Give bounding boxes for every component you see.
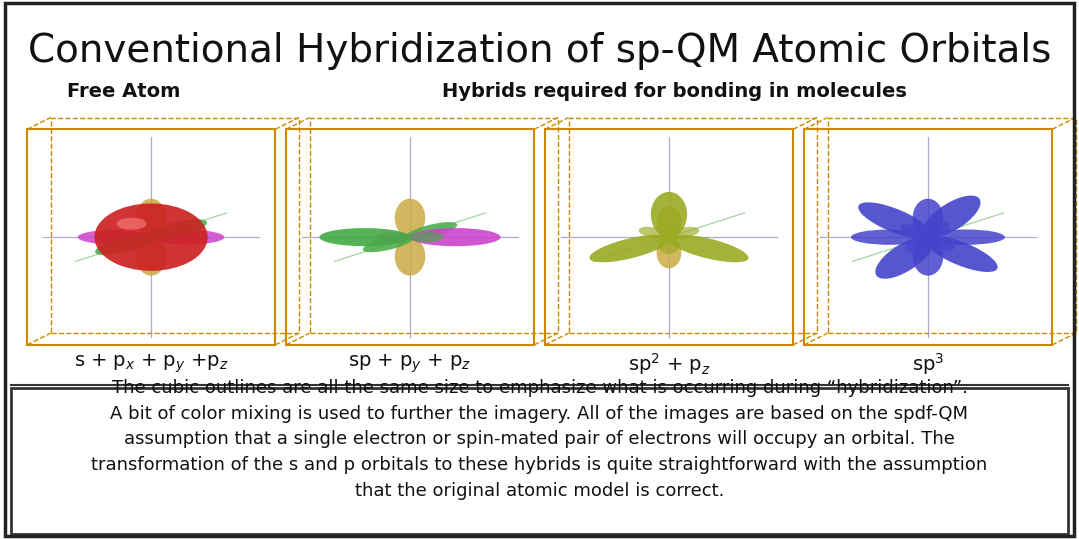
Ellipse shape: [95, 234, 156, 255]
Ellipse shape: [923, 196, 981, 238]
Ellipse shape: [375, 232, 410, 242]
Ellipse shape: [410, 228, 501, 246]
Text: Conventional Hybridization of sp-QM Atomic Orbitals: Conventional Hybridization of sp-QM Atom…: [28, 32, 1051, 71]
Ellipse shape: [928, 230, 1005, 245]
Ellipse shape: [117, 218, 147, 230]
Ellipse shape: [926, 236, 955, 251]
Ellipse shape: [136, 237, 166, 275]
Text: Free Atom: Free Atom: [67, 82, 181, 101]
Text: sp + p$_y$ + p$_z$: sp + p$_y$ + p$_z$: [349, 353, 472, 375]
Bar: [51, 118, 299, 333]
Ellipse shape: [924, 222, 950, 238]
Bar: [286, 129, 534, 345]
Ellipse shape: [657, 237, 681, 268]
Ellipse shape: [78, 230, 151, 244]
Bar: [310, 118, 558, 333]
Ellipse shape: [875, 237, 933, 279]
Ellipse shape: [668, 234, 749, 262]
Bar: [545, 129, 793, 345]
Bar: [11, 388, 1068, 534]
Ellipse shape: [151, 230, 224, 244]
Ellipse shape: [146, 219, 207, 240]
Ellipse shape: [858, 202, 930, 238]
Ellipse shape: [410, 232, 445, 242]
Ellipse shape: [851, 230, 928, 245]
Text: sp$^2$ + p$_z$: sp$^2$ + p$_z$: [628, 351, 710, 377]
Bar: [27, 129, 275, 345]
Ellipse shape: [589, 234, 670, 262]
Bar: [569, 118, 817, 333]
Ellipse shape: [906, 237, 932, 253]
Ellipse shape: [319, 228, 410, 246]
Bar: [828, 118, 1076, 333]
Ellipse shape: [659, 237, 679, 254]
Text: sp$^3$: sp$^3$: [912, 351, 944, 377]
Text: Hybrids required for bonding in molecules: Hybrids required for bonding in molecule…: [442, 82, 906, 101]
Ellipse shape: [395, 237, 425, 275]
Ellipse shape: [639, 227, 670, 239]
Bar: [804, 129, 1052, 345]
Ellipse shape: [363, 234, 415, 252]
Ellipse shape: [913, 199, 943, 237]
Ellipse shape: [95, 203, 207, 271]
Ellipse shape: [651, 192, 687, 237]
Text: The cubic outlines are all the same size to emphasize what is occurring during “: The cubic outlines are all the same size…: [92, 379, 987, 500]
Text: s + p$_x$ + p$_y$ +p$_z$: s + p$_x$ + p$_y$ +p$_z$: [73, 353, 229, 375]
Ellipse shape: [913, 237, 943, 275]
Ellipse shape: [395, 199, 425, 237]
Ellipse shape: [901, 224, 930, 238]
Ellipse shape: [926, 236, 998, 272]
Ellipse shape: [657, 206, 681, 237]
Ellipse shape: [136, 199, 166, 237]
Ellipse shape: [668, 227, 699, 239]
Ellipse shape: [405, 222, 457, 240]
